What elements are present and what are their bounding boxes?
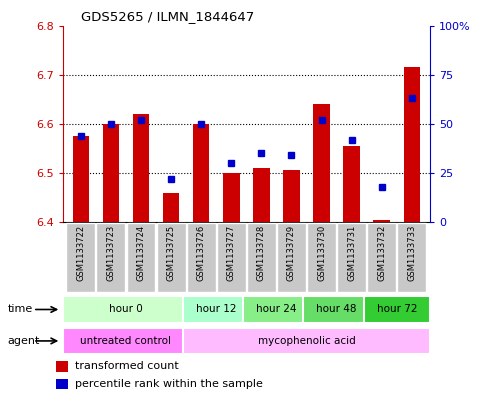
Bar <box>313 104 330 222</box>
FancyBboxPatch shape <box>183 296 249 323</box>
Bar <box>403 67 420 222</box>
Text: hour 12: hour 12 <box>196 305 237 314</box>
FancyBboxPatch shape <box>127 223 156 292</box>
Bar <box>163 193 179 222</box>
Text: hour 0: hour 0 <box>109 305 143 314</box>
Bar <box>72 136 89 222</box>
Text: hour 72: hour 72 <box>377 305 417 314</box>
FancyBboxPatch shape <box>183 328 430 354</box>
FancyBboxPatch shape <box>367 223 396 292</box>
Bar <box>253 168 270 222</box>
Text: GSM1133732: GSM1133732 <box>377 225 386 281</box>
FancyBboxPatch shape <box>66 223 95 292</box>
Text: hour 48: hour 48 <box>316 305 357 314</box>
Text: untreated control: untreated control <box>81 336 171 346</box>
Bar <box>193 124 210 222</box>
Bar <box>283 171 300 222</box>
Text: agent: agent <box>7 336 40 346</box>
Text: GSM1133727: GSM1133727 <box>227 225 236 281</box>
FancyBboxPatch shape <box>337 223 366 292</box>
FancyBboxPatch shape <box>187 223 215 292</box>
Text: hour 24: hour 24 <box>256 305 297 314</box>
Text: GSM1133733: GSM1133733 <box>407 225 416 281</box>
FancyBboxPatch shape <box>217 223 246 292</box>
FancyBboxPatch shape <box>398 223 426 292</box>
Text: GSM1133729: GSM1133729 <box>287 225 296 281</box>
Text: GDS5265 / ILMN_1844647: GDS5265 / ILMN_1844647 <box>81 10 255 23</box>
FancyBboxPatch shape <box>63 296 189 323</box>
Text: GSM1133723: GSM1133723 <box>106 225 115 281</box>
Bar <box>56 361 68 372</box>
Text: GSM1133728: GSM1133728 <box>257 225 266 281</box>
Bar <box>133 114 149 222</box>
Text: mycophenolic acid: mycophenolic acid <box>257 336 355 346</box>
Text: GSM1133724: GSM1133724 <box>137 225 145 281</box>
Text: GSM1133731: GSM1133731 <box>347 225 356 281</box>
Bar <box>223 173 240 222</box>
Text: GSM1133726: GSM1133726 <box>197 225 206 281</box>
FancyBboxPatch shape <box>63 328 189 354</box>
FancyBboxPatch shape <box>247 223 276 292</box>
Bar <box>103 124 119 222</box>
FancyBboxPatch shape <box>243 296 310 323</box>
Bar <box>343 146 360 222</box>
Bar <box>373 220 390 222</box>
FancyBboxPatch shape <box>303 296 369 323</box>
FancyBboxPatch shape <box>277 223 306 292</box>
Bar <box>56 379 68 389</box>
Text: transformed count: transformed count <box>75 362 179 371</box>
FancyBboxPatch shape <box>97 223 126 292</box>
Text: time: time <box>7 304 32 314</box>
Text: GSM1133725: GSM1133725 <box>167 225 176 281</box>
Text: GSM1133722: GSM1133722 <box>76 225 85 281</box>
Text: GSM1133730: GSM1133730 <box>317 225 326 281</box>
Text: percentile rank within the sample: percentile rank within the sample <box>75 379 263 389</box>
FancyBboxPatch shape <box>156 223 185 292</box>
FancyBboxPatch shape <box>364 296 430 323</box>
FancyBboxPatch shape <box>307 223 336 292</box>
